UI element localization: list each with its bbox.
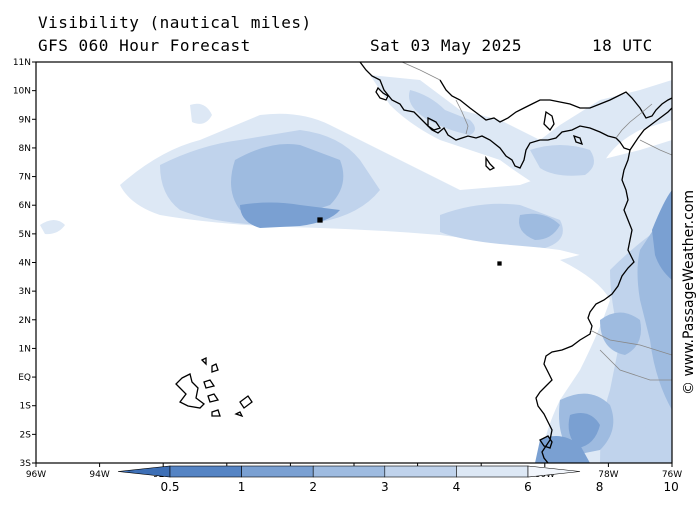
y-tick-label: 8N bbox=[19, 144, 31, 154]
coastline bbox=[359, 62, 672, 463]
y-tick-label: 11N bbox=[13, 58, 31, 68]
y-tick-label: 2N bbox=[19, 316, 31, 326]
forecast-label: GFS 060 Hour Forecast bbox=[38, 36, 251, 55]
forecast-time: 18 UTC bbox=[592, 36, 653, 55]
colorbar-label: 2 bbox=[309, 480, 317, 494]
y-tick-label: 6N bbox=[19, 201, 31, 211]
visibility-field bbox=[40, 75, 672, 463]
colorbar-label: 10 bbox=[664, 480, 679, 494]
colorbar-label: 3 bbox=[381, 480, 389, 494]
forecast-date: Sat 03 May 2025 bbox=[370, 36, 522, 55]
x-tick-label: 94W bbox=[89, 470, 109, 480]
y-tick-label: EQ bbox=[18, 373, 31, 383]
colorbar-swatch bbox=[241, 465, 314, 478]
galapagos-islands bbox=[175, 217, 502, 418]
colorbar-label: 8 bbox=[596, 480, 604, 494]
colorbar-label: 4 bbox=[453, 480, 461, 494]
y-tick-label: 10N bbox=[13, 87, 31, 97]
colorbar-label: 6 bbox=[524, 480, 532, 494]
colorbar-legend: 0.5 1 2 3 4 6 8 10 bbox=[117, 465, 679, 494]
credit-label: © www.PassageWeather.com bbox=[681, 190, 697, 395]
chart-title: Visibility (nautical miles) bbox=[38, 13, 312, 32]
colorbar-swatch bbox=[384, 465, 457, 478]
country-borders bbox=[401, 62, 672, 381]
colorbar-swatch bbox=[169, 465, 242, 478]
colorbar-label: 1 bbox=[238, 480, 246, 494]
y-tick-label: 1S bbox=[20, 402, 32, 412]
latitude-axis: 11N 10N 9N 8N 7N 6N 5N 4N 3N 2N 1N EQ 1S 2S 3S bbox=[13, 58, 36, 469]
colorbar-swatch bbox=[527, 465, 581, 478]
x-tick-label: 78W bbox=[598, 470, 618, 480]
y-tick-label: 2S bbox=[20, 430, 32, 440]
credit-text: © www.PassageWeather.com bbox=[681, 190, 697, 395]
colorbar-swatch bbox=[456, 465, 529, 478]
colorbar-label: 0.5 bbox=[160, 480, 179, 494]
colorbar-swatch bbox=[117, 465, 171, 478]
y-tick-label: 3N bbox=[19, 287, 31, 297]
x-tick-label: 76W bbox=[662, 470, 682, 480]
y-tick-label: 5N bbox=[19, 230, 31, 240]
y-tick-label: 4N bbox=[19, 259, 31, 269]
y-tick-label: 7N bbox=[19, 173, 31, 183]
y-tick-label: 1N bbox=[19, 344, 31, 354]
y-tick-label: 9N bbox=[19, 115, 31, 125]
x-tick-label: 96W bbox=[26, 470, 46, 480]
y-tick-label: 3S bbox=[20, 459, 32, 469]
colorbar-swatch bbox=[312, 465, 386, 478]
